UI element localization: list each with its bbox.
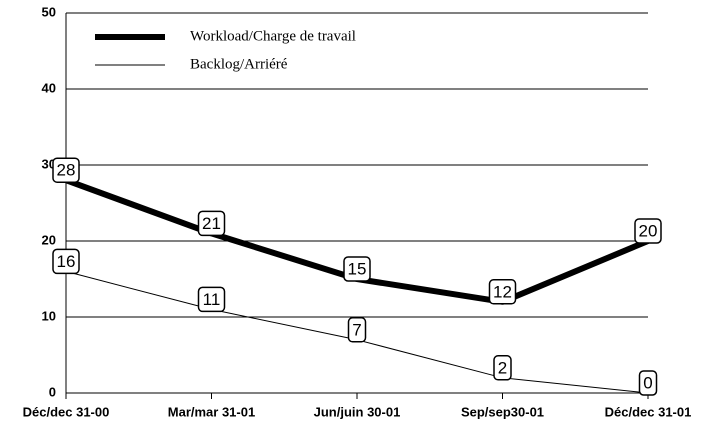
- y-tick-label: 0: [49, 384, 56, 399]
- data-label-box: [197, 286, 226, 313]
- data-label-box: [634, 218, 662, 244]
- data-label-box: [347, 317, 367, 343]
- x-tick-label: Jun/juin 30-01: [314, 404, 401, 419]
- x-tick-label: Déc/dec 31-01: [605, 404, 692, 419]
- data-label: 15: [348, 259, 367, 278]
- data-label: 7: [352, 320, 361, 339]
- legend-label: Workload/Charge de travail: [190, 28, 356, 44]
- y-tick-label: 50: [42, 4, 56, 19]
- data-label: 12: [493, 282, 512, 301]
- data-label-box: [52, 248, 80, 275]
- legend-label: Backlog/Arriéré: [190, 56, 288, 72]
- data-label: 0: [643, 373, 652, 392]
- y-tick-label: 20: [42, 232, 56, 247]
- data-label-box: [493, 355, 512, 381]
- data-label: 28: [57, 161, 76, 180]
- x-tick-label: Sep/sep30-01: [461, 404, 544, 419]
- y-tick-label: 10: [42, 308, 56, 323]
- data-label-box: [488, 279, 517, 305]
- data-label-box: [52, 157, 80, 183]
- data-label: 21: [202, 214, 221, 233]
- data-label: 2: [498, 358, 507, 377]
- x-tick-label: Déc/dec 31-00: [23, 404, 110, 419]
- data-label: 20: [639, 221, 658, 240]
- x-tick-label: Mar/mar 31-01: [168, 404, 255, 419]
- data-label: 16: [57, 252, 76, 271]
- data-label: 11: [203, 290, 221, 309]
- data-label-box: [197, 210, 226, 237]
- data-label-box: [638, 370, 658, 396]
- y-tick-label: 40: [42, 80, 56, 95]
- data-label-box: [343, 256, 371, 282]
